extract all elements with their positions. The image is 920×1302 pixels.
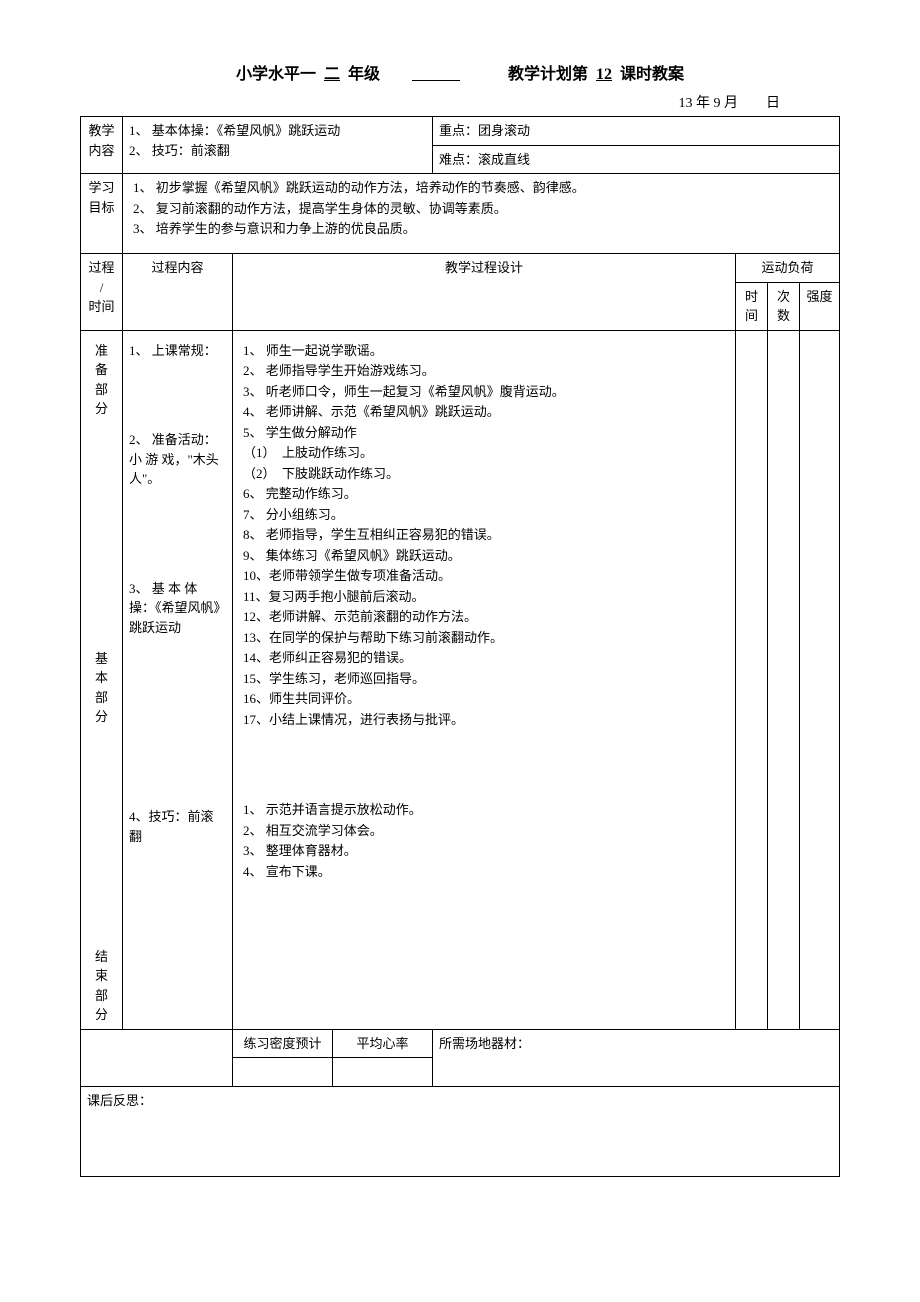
design-step: 8、 老师指导，学生互相纠正容易犯的错误。 (243, 525, 729, 545)
design-step: 3、 听老师口令，师生一起复习《希望风帆》腹背运动。 (243, 382, 729, 402)
learning-goals-cell: 1、 初步掌握《希望风帆》跳跃运动的动作方法，培养动作的节奏感、韵律感。 2、 … (123, 174, 840, 254)
key-point-cell: 重点：团身滚动 (433, 117, 840, 146)
design-step: 4、 老师讲解、示范《希望风帆》跳跃运动。 (243, 402, 729, 422)
difficulty-label: 难点： (439, 152, 478, 167)
blank-underline (384, 60, 440, 84)
design-step: 16、师生共同评价。 (243, 689, 729, 709)
document-title: 小学水平一 二 年级 教学计划第 12 课时教案 (80, 60, 840, 84)
end-step: 4、 宣布下课。 (243, 862, 729, 882)
lesson-plan-table: 教学 内容 1、 基本体操：《希望风帆》跳跃运动 2、 技巧：前滚翻 重点：团身… (80, 116, 840, 1177)
equipment-label: 所需场地器材： (439, 1036, 530, 1051)
date-value: 13 年 9 月 日 (679, 96, 781, 111)
process-item-3: 3、 基 本 体 操：《希望风帆》跳跃运动 (129, 579, 226, 638)
plan-prefix: 教学计划第 (508, 66, 588, 83)
goal-3: 3、 培养学生的参与意识和力争上游的优良品质。 (133, 219, 833, 239)
end-step: 2、 相互交流学习体会。 (243, 821, 729, 841)
end-steps-list: 1、 示范并语言提示放松动作。 2、 相互交流学习体会。 3、 整理体育器材。 … (239, 800, 729, 881)
reflection-label: 课后反思： (87, 1093, 152, 1108)
design-step: （2） 下肢跳跃动作练习。 (243, 464, 729, 484)
design-step: 12、老师讲解、示范前滚翻的动作方法。 (243, 607, 729, 627)
time-cell (736, 330, 768, 1029)
learning-goals-label: 学习 目标 (81, 174, 123, 254)
teaching-design-header: 教学过程设计 (233, 254, 736, 331)
avg-hr-value (333, 1058, 433, 1087)
design-step: 1、 师生一起说学歌谣。 (243, 341, 729, 361)
process-item-1: 1、 上课常规： (129, 341, 226, 361)
teaching-content-1: 1、 基本体操：《希望风帆》跳跃运动 (129, 121, 426, 141)
goals-list: 1、 初步掌握《希望风帆》跳跃运动的动作方法，培养动作的节奏感、韵律感。 2、 … (129, 178, 833, 239)
avg-hr-header: 平均心率 (333, 1029, 433, 1058)
goal-1: 1、 初步掌握《希望风帆》跳跃运动的动作方法，培养动作的节奏感、韵律感。 (133, 178, 833, 198)
grade-suffix: 年级 (348, 66, 380, 83)
design-step: 11、复习两手抱小腿前后滚动。 (243, 587, 729, 607)
intensity-cell (800, 330, 840, 1029)
design-step: 14、老师纠正容易犯的错误。 (243, 648, 729, 668)
reflection-cell: 课后反思： (81, 1086, 840, 1176)
design-step: 9、 集体练习《希望风帆》跳跃运动。 (243, 546, 729, 566)
design-step: 7、 分小组练习。 (243, 505, 729, 525)
design-steps-list: 1、 师生一起说学歌谣。 2、 老师指导学生开始游戏练习。 3、 听老师口令，师… (239, 341, 729, 730)
goal-2: 2、 复习前滚翻的动作方法，提高学生身体的灵敏、协调等素质。 (133, 199, 833, 219)
design-step: 13、在同学的保护与帮助下练习前滚翻动作。 (243, 628, 729, 648)
plan-suffix: 课时教案 (620, 66, 684, 83)
intensity-header: 强度 (800, 282, 840, 330)
density-header: 练习密度预计 (233, 1029, 333, 1058)
design-step: 6、 完整动作练习。 (243, 484, 729, 504)
teaching-content-cell: 1、 基本体操：《希望风帆》跳跃运动 2、 技巧：前滚翻 (123, 117, 433, 174)
process-content-cell: 1、 上课常规： 2、 准备活动：小 游 戏，"木头人"。 3、 基 本 体 操… (123, 330, 233, 1029)
equipment-cell: 所需场地器材： (433, 1029, 840, 1086)
design-step: （1） 上肢动作练习。 (243, 443, 729, 463)
teaching-content-2: 2、 技巧：前滚翻 (129, 141, 426, 161)
basic-section-label: 基 本 部 分 (87, 649, 116, 727)
times-cell (768, 330, 800, 1029)
design-step: 10、老师带领学生做专项准备活动。 (243, 566, 729, 586)
times-header: 次 数 (768, 282, 800, 330)
key-point-label: 重点： (439, 123, 478, 138)
end-section-label: 结 束 部 分 (87, 947, 116, 1025)
end-step: 1、 示范并语言提示放松动作。 (243, 800, 729, 820)
date-row: 13 年 9 月 日 (80, 92, 840, 112)
prep-section-label: 准 备 部 分 (87, 341, 116, 419)
end-step: 3、 整理体育器材。 (243, 841, 729, 861)
difficulty-value: 滚成直线 (478, 152, 530, 167)
key-point-value: 团身滚动 (478, 123, 530, 138)
process-item-4: 4、技巧：前滚翻 (129, 807, 226, 846)
density-value (233, 1058, 333, 1087)
process-time-header: 过程 / 时间 (81, 254, 123, 331)
design-step: 2、 老师指导学生开始游戏练习。 (243, 361, 729, 381)
design-step: 5、 学生做分解动作 (243, 423, 729, 443)
teaching-design-cell: 1、 师生一起说学歌谣。 2、 老师指导学生开始游戏练习。 3、 听老师口令，师… (233, 330, 736, 1029)
section-labels-cell: 准 备 部 分 基 本 部 分 结 束 部 分 (81, 330, 123, 1029)
lesson-number: 12 (592, 66, 616, 83)
time-header: 时 间 (736, 282, 768, 330)
design-step: 15、学生练习，老师巡回指导。 (243, 669, 729, 689)
density-spacer (81, 1029, 233, 1086)
design-step: 17、小结上课情况，进行表扬与批评。 (243, 710, 729, 730)
process-item-2: 2、 准备活动：小 游 戏，"木头人"。 (129, 430, 226, 489)
process-content-header: 过程内容 (123, 254, 233, 331)
difficulty-cell: 难点：滚成直线 (433, 145, 840, 174)
exercise-load-header: 运动负荷 (736, 254, 840, 283)
teaching-content-label: 教学 内容 (81, 117, 123, 174)
grade-value: 二 (320, 66, 344, 83)
title-prefix: 小学水平一 (236, 66, 316, 83)
